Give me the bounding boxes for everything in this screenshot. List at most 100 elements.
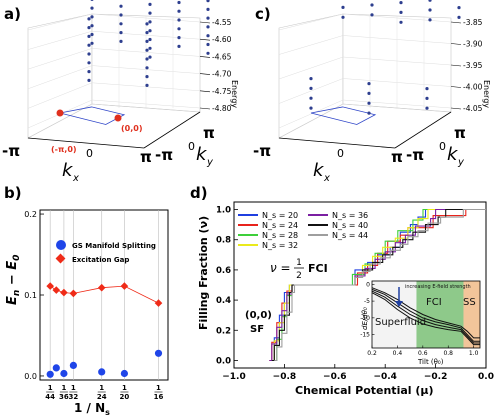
panel-c-points bbox=[309, 0, 461, 115]
y-tick-label: 0.2 bbox=[24, 210, 37, 219]
panel-d-series bbox=[269, 208, 486, 362]
energy-point bbox=[206, 25, 210, 29]
inset-x-tick-label: 0.2 bbox=[367, 350, 377, 357]
panel-d-inset: -15 -10 -5 0 0.2 0.4 0.6 0.8 1.0 Superfluid FCI… bbox=[360, 280, 481, 366]
energy-point bbox=[367, 82, 371, 86]
zone-outline bbox=[310, 106, 377, 125]
panel-d-x-label: Chemical Potential (μ) bbox=[295, 384, 434, 397]
svg-text:y: y bbox=[206, 157, 214, 168]
wall-grid-line bbox=[27, 13, 93, 31]
fci-text: FCI bbox=[308, 262, 328, 275]
energy-point bbox=[119, 13, 123, 17]
point-excitation-gap bbox=[97, 283, 106, 292]
panel-b-y-ticks: 0.0 0.1 0.2 bbox=[24, 210, 44, 381]
inset-regions bbox=[372, 281, 480, 348]
energy-point bbox=[206, 34, 210, 38]
energy-point bbox=[145, 75, 149, 79]
fci-annotation: ν = 1 2 FCI bbox=[270, 258, 328, 281]
panel-c-box bbox=[277, 13, 452, 149]
energy-point bbox=[206, 51, 210, 55]
staircase-line bbox=[269, 208, 486, 362]
legend-label: N_s = 20 bbox=[262, 211, 298, 220]
energy-point bbox=[90, 6, 94, 10]
inset-x-tick-label: 0.8 bbox=[443, 350, 453, 357]
panel-c-energy-label: Energy bbox=[482, 80, 491, 108]
y-tick-label: 0.4 bbox=[216, 296, 231, 306]
energy-point bbox=[87, 61, 91, 65]
energy-point bbox=[341, 5, 345, 9]
inset-y-tick-label: 0 bbox=[366, 281, 370, 288]
inset-y-tick-label: -15 bbox=[360, 332, 370, 339]
panel-b-series bbox=[46, 282, 163, 378]
panel-a-box bbox=[26, 13, 201, 149]
energy-tick-mark bbox=[450, 21, 462, 24]
inset-y-tick-label: -5 bbox=[364, 298, 370, 305]
wall-grid-line bbox=[27, 82, 93, 109]
inset-x-tick-label: 0.4 bbox=[393, 350, 403, 357]
ky-axis-line bbox=[143, 111, 201, 149]
panel-a-ky-tick: -π bbox=[155, 146, 173, 164]
wall-grid-line bbox=[278, 13, 344, 31]
wall-grid-line bbox=[278, 99, 344, 129]
inset-y-ticks: -15 -10 -5 0 bbox=[360, 281, 375, 339]
energy-point bbox=[425, 96, 429, 100]
energy-tick-mark bbox=[199, 107, 211, 110]
energy-point bbox=[341, 15, 345, 19]
energy-point bbox=[90, 15, 94, 19]
panel-b-x-label: 1 / Ns bbox=[74, 401, 110, 417]
point-gs-splitting bbox=[52, 364, 60, 372]
svg-text:En − E0: En − E0 bbox=[5, 255, 22, 305]
energy-tick-label: -4.55 bbox=[212, 18, 232, 27]
legend-label: N_s = 36 bbox=[332, 211, 368, 220]
y-tick-label: 0.0 bbox=[216, 356, 231, 366]
x-tick-numerator: 1 bbox=[122, 384, 127, 392]
energy-tick-label: -3.85 bbox=[463, 18, 483, 27]
left-wall bbox=[27, 13, 93, 139]
y-tick-label: 0.1 bbox=[24, 291, 37, 300]
panel-a-kx-tick: -π bbox=[2, 142, 20, 160]
energy-point bbox=[145, 83, 149, 87]
x-tick-label: −0.6 bbox=[323, 372, 346, 382]
energy-tick-mark bbox=[199, 38, 211, 41]
energy-point bbox=[428, 8, 432, 12]
panel-d-y-label: Filling Fraction (ν) bbox=[197, 216, 210, 330]
inset-arrow-label: increasing E-field strength bbox=[405, 284, 471, 290]
energy-point bbox=[367, 91, 371, 95]
highlight-point bbox=[56, 109, 64, 117]
x-tick-numerator: 1 bbox=[61, 384, 66, 392]
panel-d-x-ticks: −1.0 −0.8 −0.6 −0.4 −0.2 0.0 bbox=[222, 364, 494, 382]
energy-point bbox=[206, 42, 210, 47]
panel-a-points bbox=[56, 0, 210, 122]
energy-tick-mark bbox=[450, 107, 462, 110]
panel-a-kx-label: k x bbox=[62, 160, 79, 184]
fci-nu: ν = bbox=[270, 261, 291, 275]
panel-a-energy-label: Energy bbox=[230, 80, 239, 108]
energy-point bbox=[119, 22, 123, 26]
energy-point bbox=[145, 66, 149, 70]
point-gs-splitting bbox=[69, 361, 77, 369]
energy-tick-mark bbox=[199, 56, 211, 58]
inset-region bbox=[416, 281, 464, 348]
x-tick-denominator: 24 bbox=[97, 393, 107, 401]
energy-tick-mark bbox=[199, 73, 211, 75]
energy-point bbox=[177, 0, 181, 5]
point-excitation-gap bbox=[52, 286, 61, 294]
point-excitation-gap bbox=[120, 282, 129, 290]
y-tick-label: 0.2 bbox=[216, 326, 231, 336]
inset-curve bbox=[371, 292, 480, 346]
panel-c-ky-tick: -π bbox=[406, 146, 424, 164]
point-excitation-gap bbox=[46, 282, 55, 290]
staircase-line bbox=[271, 208, 486, 362]
svg-text:k: k bbox=[447, 144, 459, 165]
x-tick-denominator: 44 bbox=[45, 393, 55, 401]
energy-tick-mark bbox=[450, 43, 462, 45]
panel-c-ky-tick: 0 bbox=[439, 140, 446, 153]
legend-label-gap: Excitation Gap bbox=[72, 256, 129, 264]
point-excitation-gap bbox=[60, 288, 68, 297]
inset-y-label: dE/dθ₀ bbox=[361, 307, 369, 330]
x-tick-label: −0.2 bbox=[424, 372, 447, 382]
y-tick-label: 0.8 bbox=[216, 236, 231, 246]
point-excitation-gap bbox=[69, 289, 78, 298]
panel-a-kx-tick: π bbox=[140, 148, 152, 166]
fci-denominator: 2 bbox=[296, 271, 302, 281]
